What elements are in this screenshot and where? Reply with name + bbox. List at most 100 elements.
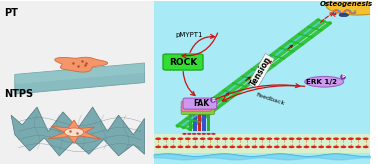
- Circle shape: [192, 137, 198, 140]
- Circle shape: [266, 146, 272, 148]
- Text: PT: PT: [5, 8, 18, 18]
- Circle shape: [229, 146, 235, 148]
- Circle shape: [187, 133, 192, 135]
- Circle shape: [237, 146, 243, 148]
- Circle shape: [155, 137, 161, 140]
- Text: NTPS: NTPS: [5, 89, 34, 99]
- Circle shape: [296, 137, 302, 140]
- Circle shape: [229, 137, 235, 140]
- Ellipse shape: [305, 76, 344, 87]
- Circle shape: [170, 146, 176, 148]
- Circle shape: [197, 133, 201, 135]
- Circle shape: [348, 146, 354, 148]
- Circle shape: [177, 137, 183, 140]
- Circle shape: [222, 146, 228, 148]
- Circle shape: [318, 137, 324, 140]
- Circle shape: [201, 133, 206, 135]
- Text: Osteogenesis: Osteogenesis: [320, 0, 373, 7]
- Circle shape: [155, 146, 161, 148]
- Circle shape: [200, 146, 206, 148]
- FancyArrowPatch shape: [190, 34, 214, 53]
- FancyBboxPatch shape: [154, 134, 370, 153]
- Polygon shape: [15, 63, 144, 94]
- Circle shape: [237, 137, 243, 140]
- FancyBboxPatch shape: [154, 1, 370, 164]
- Circle shape: [281, 137, 287, 140]
- Text: Feedback: Feedback: [256, 92, 285, 106]
- Ellipse shape: [326, 0, 378, 15]
- Circle shape: [274, 137, 280, 140]
- FancyArrowPatch shape: [183, 72, 195, 95]
- Text: P: P: [211, 98, 215, 102]
- Circle shape: [177, 146, 183, 148]
- Circle shape: [163, 146, 169, 148]
- Circle shape: [182, 133, 187, 135]
- Circle shape: [355, 146, 361, 148]
- Circle shape: [326, 137, 332, 140]
- FancyBboxPatch shape: [0, 1, 154, 164]
- Ellipse shape: [339, 13, 349, 17]
- Circle shape: [192, 146, 198, 148]
- Text: ERK 1/2: ERK 1/2: [306, 79, 337, 85]
- Text: Tension: Tension: [249, 55, 273, 88]
- Polygon shape: [15, 63, 144, 84]
- Circle shape: [259, 137, 265, 140]
- Circle shape: [206, 133, 211, 135]
- Polygon shape: [11, 107, 144, 156]
- Circle shape: [304, 146, 309, 148]
- Circle shape: [185, 146, 191, 148]
- FancyBboxPatch shape: [181, 101, 212, 111]
- Circle shape: [244, 137, 250, 140]
- Circle shape: [304, 137, 309, 140]
- Circle shape: [326, 146, 332, 148]
- Circle shape: [274, 146, 280, 148]
- Circle shape: [170, 137, 176, 140]
- Circle shape: [214, 146, 220, 148]
- Circle shape: [341, 146, 346, 148]
- Circle shape: [185, 137, 191, 140]
- FancyBboxPatch shape: [189, 113, 192, 131]
- Polygon shape: [55, 57, 108, 72]
- Circle shape: [259, 146, 265, 148]
- Text: pMYPT1: pMYPT1: [175, 32, 203, 38]
- Text: FAK: FAK: [193, 99, 209, 108]
- FancyArrowPatch shape: [182, 33, 218, 58]
- Circle shape: [318, 146, 324, 148]
- Circle shape: [333, 137, 339, 140]
- FancyArrowPatch shape: [321, 13, 333, 22]
- Circle shape: [363, 137, 369, 140]
- Circle shape: [333, 146, 339, 148]
- Text: ROCK: ROCK: [169, 58, 197, 67]
- Circle shape: [65, 128, 84, 136]
- FancyArrowPatch shape: [222, 86, 305, 101]
- Circle shape: [163, 137, 169, 140]
- FancyBboxPatch shape: [202, 113, 206, 131]
- FancyBboxPatch shape: [183, 98, 217, 109]
- Circle shape: [251, 137, 257, 140]
- Circle shape: [244, 146, 250, 148]
- Circle shape: [251, 146, 257, 148]
- Circle shape: [289, 137, 294, 140]
- Circle shape: [207, 146, 213, 148]
- Circle shape: [214, 137, 220, 140]
- FancyBboxPatch shape: [181, 106, 214, 114]
- Circle shape: [222, 137, 228, 140]
- Circle shape: [363, 146, 369, 148]
- Circle shape: [311, 137, 317, 140]
- Circle shape: [266, 137, 272, 140]
- FancyArrowPatch shape: [215, 84, 300, 99]
- FancyBboxPatch shape: [207, 113, 210, 131]
- Circle shape: [200, 137, 206, 140]
- FancyBboxPatch shape: [194, 113, 197, 131]
- Polygon shape: [48, 120, 101, 143]
- Circle shape: [311, 146, 317, 148]
- Circle shape: [355, 137, 361, 140]
- Circle shape: [289, 146, 294, 148]
- Circle shape: [348, 137, 354, 140]
- FancyBboxPatch shape: [163, 54, 203, 70]
- FancyBboxPatch shape: [198, 113, 201, 131]
- Circle shape: [281, 146, 287, 148]
- Circle shape: [296, 146, 302, 148]
- Circle shape: [341, 137, 346, 140]
- Text: P: P: [341, 74, 345, 79]
